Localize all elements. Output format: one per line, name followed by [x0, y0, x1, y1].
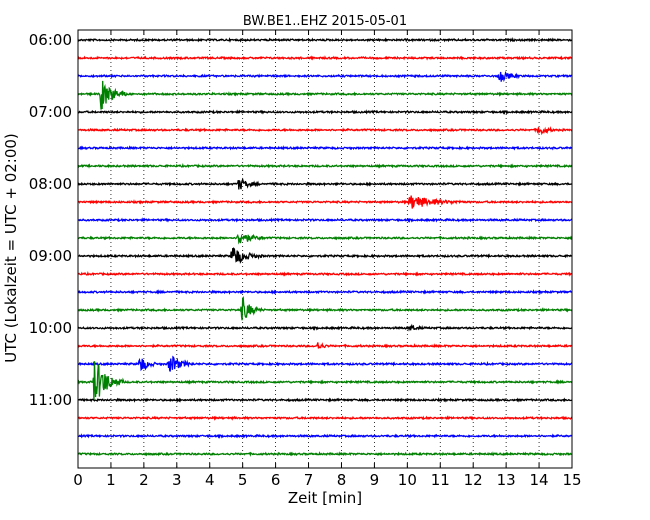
x-tick-label: 2 [139, 471, 149, 489]
x-tick-label: 3 [172, 471, 182, 489]
x-tick-label: 9 [370, 471, 380, 489]
y-tick-label: 11:00 [29, 391, 72, 409]
seismic-trace [77, 71, 573, 83]
seismic-trace [77, 323, 573, 332]
y-axis: 06:00 07:00 08:00 09:00 10:00 11:00 [29, 31, 83, 409]
y-axis-label: UTC (Lokalzeit = UTC + 02:00) [2, 133, 20, 363]
y-tick-label: 06:00 [29, 31, 72, 49]
seismic-trace [77, 195, 573, 209]
plot-frame [77, 29, 573, 469]
y-tick-label: 07:00 [29, 103, 72, 121]
y-tick-label: 09:00 [29, 247, 72, 265]
seismic-trace [77, 80, 573, 110]
chart-title: BW.BE1..EHZ 2015-05-01 [243, 14, 407, 29]
x-tick-label: 10 [398, 471, 417, 489]
x-tick-label: 12 [464, 471, 483, 489]
x-tick-label: 0 [73, 471, 83, 489]
seismic-trace [77, 271, 573, 277]
seismic-trace [77, 217, 573, 223]
y-tick-label: 10:00 [29, 319, 72, 337]
x-tick-label: 11 [431, 471, 450, 489]
x-axis-label: Zeit [min] [288, 489, 362, 507]
seismic-trace [77, 163, 573, 169]
x-tick-label: 8 [337, 471, 347, 489]
x-tick-label: 1 [106, 471, 116, 489]
y-tick-label: 08:00 [29, 175, 72, 193]
x-tick-label: 7 [304, 471, 314, 489]
seismic-trace [77, 451, 573, 457]
seismic-trace [77, 145, 573, 151]
seismic-trace [77, 397, 573, 403]
seismic-trace [77, 433, 573, 439]
x-tick-label: 15 [562, 471, 581, 489]
x-axis: 0 1 2 3 4 5 6 7 8 9 10 11 12 13 14 15 [73, 30, 582, 489]
trace-group [77, 37, 573, 457]
seismic-trace [77, 415, 573, 421]
seismic-trace [77, 296, 573, 321]
seismic-trace [77, 246, 573, 264]
x-tick-label: 6 [271, 471, 281, 489]
x-tick-label: 14 [530, 471, 549, 489]
seismic-trace [77, 361, 573, 401]
seismic-trace [77, 342, 573, 349]
seismic-trace [77, 37, 573, 43]
seismic-trace [77, 125, 573, 136]
seismic-trace [77, 109, 573, 115]
seismic-trace [77, 233, 573, 245]
x-tick-label: 13 [497, 471, 516, 489]
seismic-trace [77, 355, 573, 372]
x-tick-label: 4 [205, 471, 215, 489]
seismic-trace [77, 289, 573, 295]
seismic-trace [77, 55, 573, 61]
seismic-trace [77, 177, 573, 190]
x-tick-label: 5 [238, 471, 248, 489]
